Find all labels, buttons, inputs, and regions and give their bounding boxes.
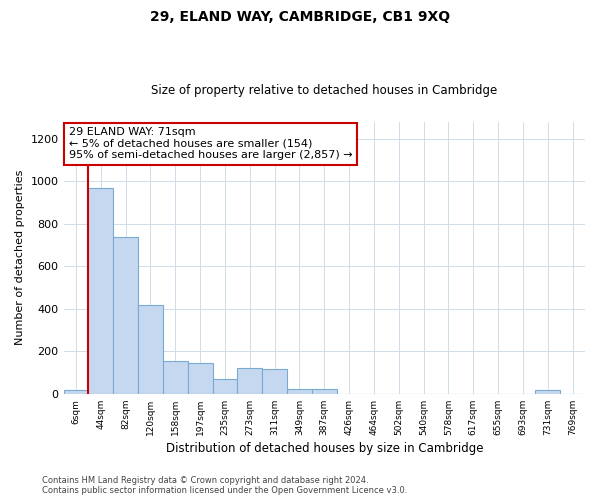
Bar	[238, 368, 262, 394]
X-axis label: Distribution of detached houses by size in Cambridge: Distribution of detached houses by size …	[166, 442, 483, 455]
Text: Contains HM Land Registry data © Crown copyright and database right 2024.
Contai: Contains HM Land Registry data © Crown c…	[42, 476, 407, 495]
Bar	[188, 363, 212, 394]
Y-axis label: Number of detached properties: Number of detached properties	[15, 170, 25, 346]
Bar	[88, 188, 113, 394]
Text: 29, ELAND WAY, CAMBRIDGE, CB1 9XQ: 29, ELAND WAY, CAMBRIDGE, CB1 9XQ	[150, 10, 450, 24]
Bar	[163, 361, 188, 394]
Text: 29 ELAND WAY: 71sqm
← 5% of detached houses are smaller (154)
95% of semi-detach: 29 ELAND WAY: 71sqm ← 5% of detached hou…	[69, 127, 352, 160]
Bar	[64, 390, 88, 394]
Bar	[535, 390, 560, 394]
Bar	[262, 370, 287, 394]
Bar	[113, 236, 138, 394]
Bar	[312, 388, 337, 394]
Bar	[287, 388, 312, 394]
Bar	[138, 304, 163, 394]
Bar	[212, 379, 238, 394]
Title: Size of property relative to detached houses in Cambridge: Size of property relative to detached ho…	[151, 84, 497, 97]
